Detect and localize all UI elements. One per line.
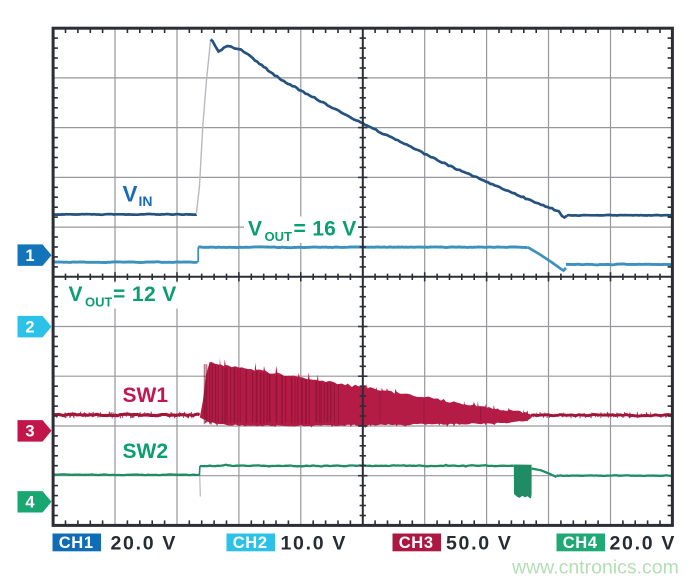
svg-text:OUT: OUT — [265, 229, 293, 244]
svg-text:OUT: OUT — [265, 229, 293, 244]
svg-text:CH4: CH4 — [563, 534, 598, 552]
svg-text:CH3: CH3 — [399, 534, 434, 552]
svg-text:OUT: OUT — [85, 295, 113, 310]
svg-text:SW2: SW2 — [123, 440, 169, 463]
svg-text:50.0 V: 50.0 V — [446, 532, 513, 554]
svg-text:10.0 V: 10.0 V — [281, 532, 348, 554]
svg-text:V: V — [69, 283, 83, 306]
svg-text:OUT: OUT — [85, 295, 113, 310]
svg-text:4: 4 — [25, 494, 35, 512]
svg-text:V: V — [69, 283, 83, 306]
svg-text:www.cntronics.com: www.cntronics.com — [511, 557, 679, 579]
svg-text:1: 1 — [25, 247, 34, 265]
svg-text:20.0 V: 20.0 V — [111, 532, 178, 554]
svg-text:SW2: SW2 — [123, 440, 169, 463]
svg-text:IN: IN — [139, 193, 153, 209]
svg-text:20.0 V: 20.0 V — [610, 532, 677, 554]
svg-text:V: V — [248, 217, 262, 240]
svg-text:= 12 V: = 12 V — [113, 283, 177, 306]
svg-text:V: V — [248, 217, 262, 240]
svg-text:V: V — [123, 182, 138, 207]
svg-text:SW1: SW1 — [123, 384, 169, 407]
svg-text:= 16 V: = 16 V — [294, 217, 357, 240]
svg-text:IN: IN — [139, 193, 153, 209]
svg-text:V: V — [123, 182, 138, 207]
svg-text:2: 2 — [25, 318, 34, 336]
svg-text:CH1: CH1 — [59, 534, 94, 552]
svg-text:= 16 V: = 16 V — [294, 217, 357, 240]
svg-text:SW1: SW1 — [123, 384, 169, 407]
svg-text:3: 3 — [25, 423, 34, 441]
svg-text:CH2: CH2 — [233, 534, 268, 552]
svg-text:= 12 V: = 12 V — [113, 283, 177, 306]
